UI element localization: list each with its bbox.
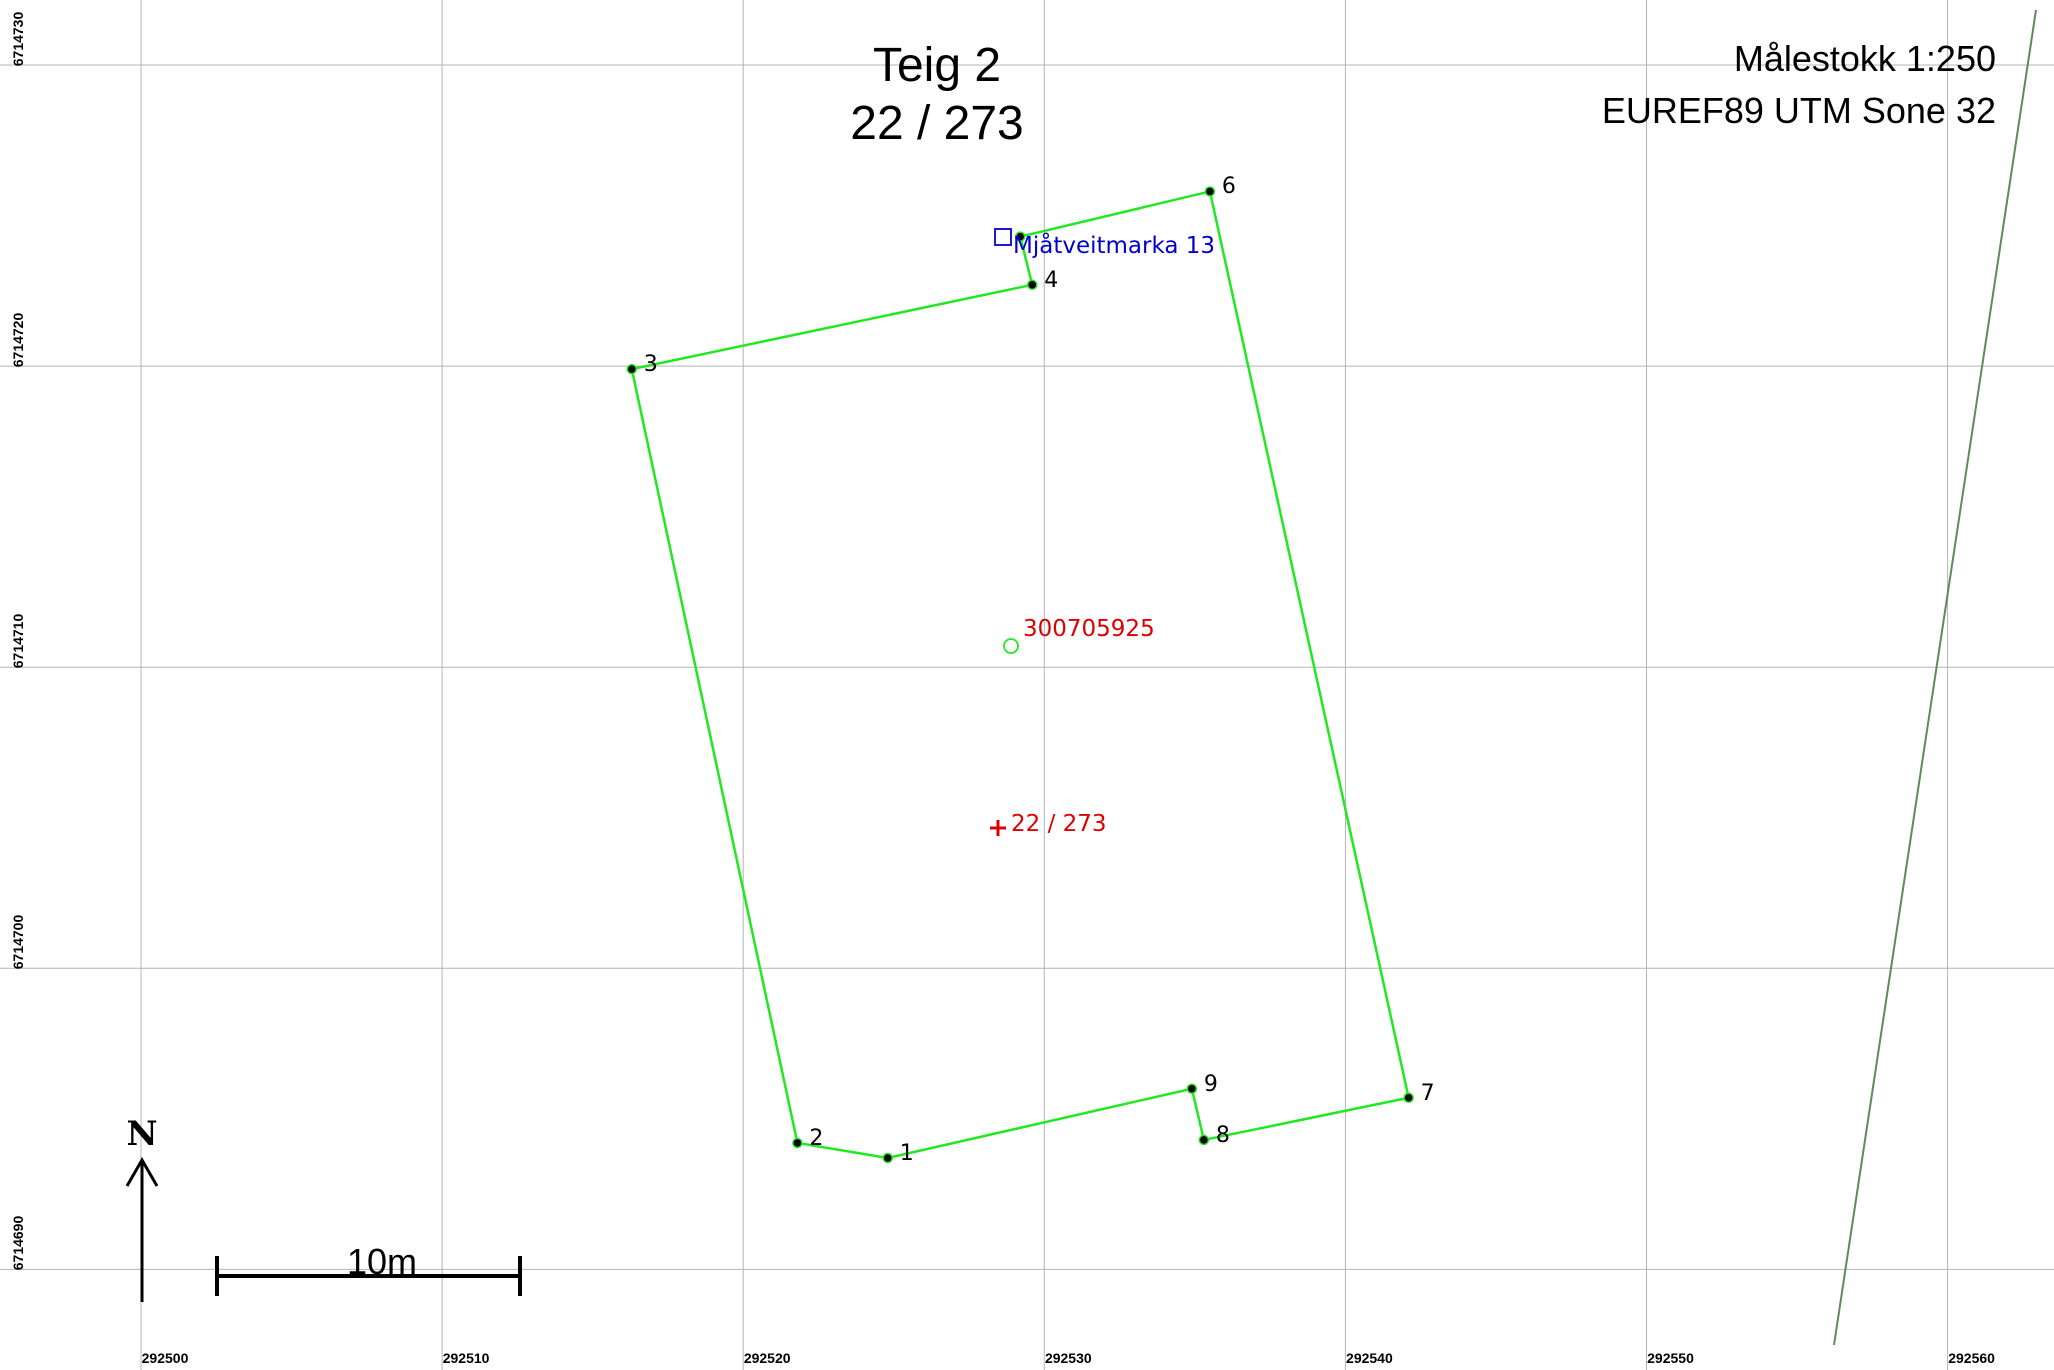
parcel-marker-label: 22 / 273	[1011, 811, 1107, 837]
boundary-point-label: 8	[1215, 1122, 1230, 1148]
parcel-center-icon	[990, 820, 1006, 836]
north-arrow-icon	[125, 1156, 159, 1302]
boundary-point-label: 2	[809, 1125, 824, 1151]
boundary-vertices	[626, 186, 1414, 1164]
boundary-point-label: 4	[1044, 267, 1059, 293]
boundary-vertex	[1186, 1083, 1198, 1094]
address-marker-icon	[994, 228, 1012, 246]
parcel-boundary	[630, 189, 1411, 1160]
boundary-vertex	[1198, 1134, 1210, 1146]
boundary-point-label: 9	[1203, 1071, 1218, 1097]
y-tick-label: 6714720	[10, 312, 26, 368]
boundary-vertex	[1027, 279, 1038, 291]
boundary-point-label: 3	[643, 352, 658, 378]
y-tick-label: 6714730	[10, 11, 26, 67]
boundary-vertex	[1204, 186, 1216, 197]
boundary-vertex	[882, 1152, 893, 1164]
map-title: Teig 2	[872, 39, 1002, 92]
x-tick-label: 292530	[1044, 1350, 1092, 1366]
boundary-vertex	[792, 1137, 803, 1149]
boundary-point-label: 6	[1221, 174, 1236, 200]
x-tick-label: 292510	[442, 1350, 490, 1366]
boundary-point-label: 1	[899, 1140, 914, 1166]
boundary-point-label: 7	[1420, 1080, 1435, 1106]
x-tick-label: 292500	[141, 1350, 189, 1366]
boundary-vertex	[1403, 1092, 1414, 1104]
north-label: N	[126, 1114, 158, 1154]
x-tick-label: 292520	[743, 1350, 791, 1366]
scale-bar-label: 10m	[346, 1241, 418, 1282]
x-tick-label: 292560	[1948, 1350, 1995, 1366]
x-tick-label: 292550	[1647, 1350, 1694, 1366]
boundary-vertex	[1014, 231, 1026, 242]
x-tick-label: 292540	[1346, 1350, 1393, 1366]
scale-bar	[215, 1256, 522, 1296]
parcel-number-title: 22 / 273	[850, 97, 1024, 150]
y-tick-label: 6714710	[10, 613, 26, 669]
building-id-label: 300705925	[1023, 616, 1155, 642]
y-tick-label: 6714690	[10, 1216, 26, 1271]
road-line	[1833, 9, 2037, 1346]
map-scale-text: Målestokk 1:250	[1733, 38, 1996, 79]
y-tick-label: 6714700	[10, 915, 26, 970]
boundary-vertex	[626, 363, 638, 375]
projection-text: EUREF89 UTM Sone 32	[1601, 90, 1996, 131]
address-label: Mjåtveitmarka 13	[1013, 233, 1216, 259]
building-marker-icon	[1003, 638, 1019, 654]
